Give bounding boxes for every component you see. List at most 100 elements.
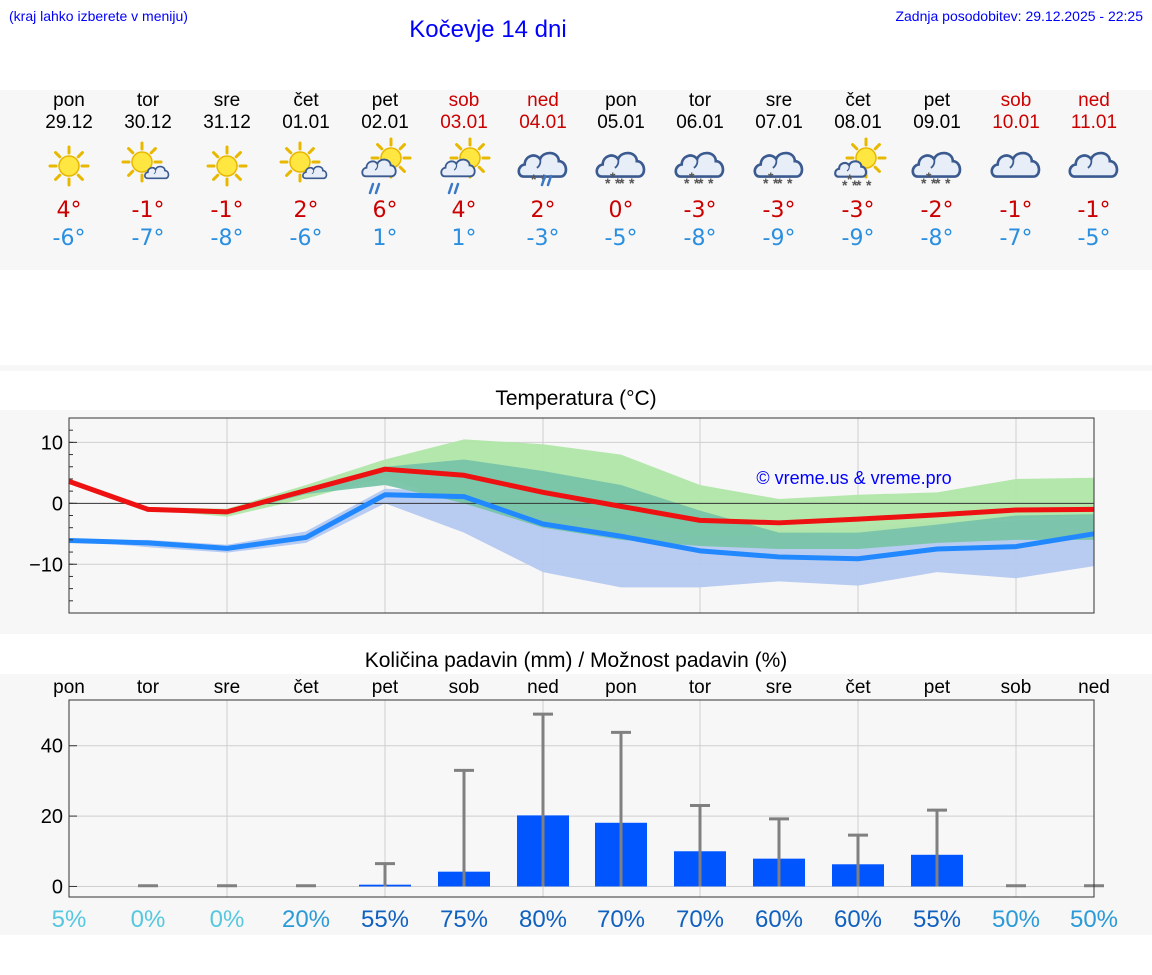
day-name: pet xyxy=(923,90,951,111)
day-date: 05.01 xyxy=(597,112,645,133)
min-temperature: -5° xyxy=(604,226,638,251)
location-menu-hint[interactable]: (kraj lahko izberete v meniju) xyxy=(9,8,188,24)
max-temperature: -1° xyxy=(210,198,244,223)
svg-text:*: * xyxy=(689,169,695,185)
day-name: sob xyxy=(448,90,480,111)
sun-icon xyxy=(48,145,90,187)
cloud-icon xyxy=(990,151,1041,178)
svg-text:*: * xyxy=(615,175,621,191)
day-axis-label: sob xyxy=(1001,677,1032,698)
min-range-band xyxy=(69,488,1094,588)
day-column: čet 08.01 * * * * * -3° -9° xyxy=(819,90,897,251)
day-axis-label: sre xyxy=(214,677,240,698)
svg-text:*: * xyxy=(926,169,932,185)
day-name: čet xyxy=(845,90,871,111)
y-tick-label: −10 xyxy=(29,554,63,576)
max-temperature: -1° xyxy=(131,198,165,223)
day-date: 30.12 xyxy=(124,112,172,133)
svg-text:*: * xyxy=(768,169,774,185)
day-name: tor xyxy=(136,90,160,111)
cloud-snow-icon: * ** * * xyxy=(911,151,962,191)
page-title: Kočevje 14 dni xyxy=(409,16,567,43)
max-temperature: -1° xyxy=(999,198,1033,223)
day-name: sre xyxy=(765,90,793,111)
cloud-icon xyxy=(1068,151,1119,178)
max-temperature: -3° xyxy=(683,198,717,223)
precipitation-probability: 0% xyxy=(210,906,245,933)
max-temperature-line xyxy=(68,466,1095,526)
max-temperature: -3° xyxy=(841,198,875,223)
last-update-label: Zadnja posodobitev: 29.12.2025 - 22:25 xyxy=(895,8,1143,24)
sun-cloud-rain-icon xyxy=(361,137,412,195)
max-temperature: 2° xyxy=(530,198,556,223)
min-temperature: -7° xyxy=(999,226,1033,251)
section-divider xyxy=(0,365,1152,371)
day-axis-label: sob xyxy=(449,677,480,698)
svg-text:*: * xyxy=(852,177,858,193)
precipitation-probability: 60% xyxy=(755,906,803,933)
y-tick-label: 10 xyxy=(41,432,63,454)
day-name: čet xyxy=(293,90,319,111)
temperature-chart-title: Temperatura (°C) xyxy=(495,387,657,410)
cloud-sleet-icon: ** xyxy=(517,151,568,187)
svg-text:*: * xyxy=(763,175,769,191)
min-temperature: -9° xyxy=(841,226,875,251)
max-temperature: 4° xyxy=(451,198,477,223)
max-temperature: 4° xyxy=(56,198,82,223)
sun-cloud-icon xyxy=(121,141,170,183)
day-date: 04.01 xyxy=(519,112,567,133)
day-name: pet xyxy=(371,90,399,111)
day-name: sre xyxy=(213,90,241,111)
cloud-snow-icon: * ** * * xyxy=(753,151,804,191)
precipitation-probability: 55% xyxy=(361,906,409,933)
svg-text:*: * xyxy=(866,177,872,193)
day-axis-label: pet xyxy=(372,677,399,698)
day-date: 29.12 xyxy=(45,112,93,133)
min-temperature: -8° xyxy=(920,226,954,251)
precipitation-probability: 0% xyxy=(131,906,166,933)
day-date: 09.01 xyxy=(913,112,961,133)
day-column: sob 03.01 4° 1° xyxy=(425,90,503,251)
min-temperature: -5° xyxy=(1077,226,1111,251)
svg-text:*: * xyxy=(694,175,700,191)
precipitation-probability: 70% xyxy=(597,906,645,933)
overlap-band xyxy=(69,459,1094,550)
min-temperature: -3° xyxy=(526,226,560,251)
precipitation-probability: 50% xyxy=(1070,906,1118,933)
y-tick-label: 0 xyxy=(52,493,63,515)
day-column: tor 06.01 * * * * * -3° -8° xyxy=(661,90,739,251)
precipitation-probability: 75% xyxy=(440,906,488,933)
svg-text:*: * xyxy=(531,171,537,187)
svg-text:*: * xyxy=(935,175,941,191)
min-temperature: 1° xyxy=(372,226,398,251)
max-temperature: 6° xyxy=(372,198,398,223)
y-tick-label: 0 xyxy=(52,876,63,898)
temperature-chart-panel: −10 0 10 © vreme.us & vreme.pro xyxy=(0,410,1152,634)
precipitation-probability: 60% xyxy=(834,906,882,933)
temperature-chart: −10 0 10 © vreme.us & vreme.pro xyxy=(29,417,1095,614)
precipitation-probability: 70% xyxy=(676,906,724,933)
day-date: 31.12 xyxy=(203,112,251,133)
svg-text:*: * xyxy=(708,175,714,191)
min-temperature: -8° xyxy=(683,226,717,251)
day-date: 07.01 xyxy=(755,112,803,133)
max-temperature: -3° xyxy=(762,198,796,223)
day-column: sre 31.12 -1° -8° xyxy=(188,90,266,251)
max-temperature: 0° xyxy=(608,198,634,223)
watermark: © vreme.us & vreme.pro xyxy=(756,468,951,488)
precipitation-chart: 0 20 40 pon tor sre čet pet sob ned pon tor sre čet pe… xyxy=(41,677,1118,933)
day-axis-label: sre xyxy=(766,677,792,698)
min-temperature: -9° xyxy=(762,226,796,251)
svg-text:*: * xyxy=(629,175,635,191)
day-axis-label: ned xyxy=(527,677,559,698)
day-date: 08.01 xyxy=(834,112,882,133)
min-temperature-line xyxy=(68,492,1095,562)
plot-frame xyxy=(68,699,1095,898)
min-temperature: 1° xyxy=(451,226,477,251)
day-column: pon 29.12 4° -6° xyxy=(30,90,108,251)
day-axis-label: pon xyxy=(53,677,85,698)
day-axis-label: tor xyxy=(689,677,712,698)
svg-text:*: * xyxy=(684,175,690,191)
svg-text:*: * xyxy=(787,175,793,191)
